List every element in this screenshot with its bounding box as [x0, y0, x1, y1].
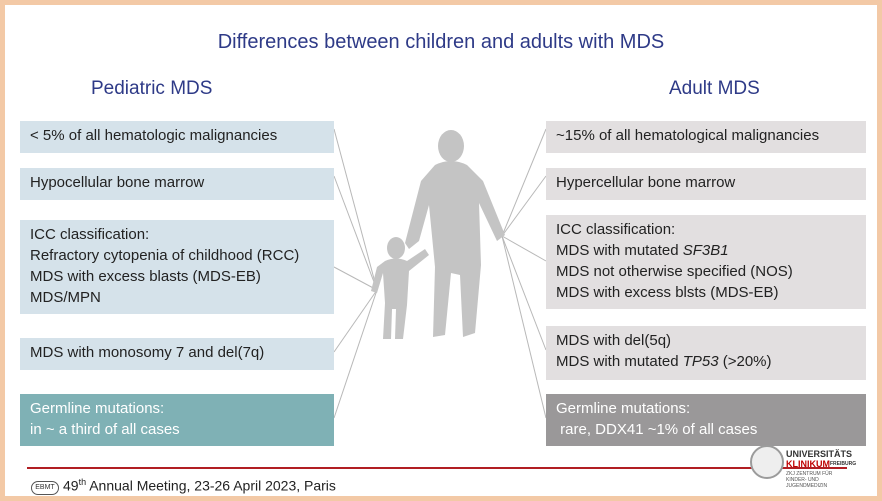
box-line: MDS with excess blsts (MDS-EB) — [556, 284, 779, 301]
connector-line — [333, 266, 378, 291]
adult-classification-box: ICC classification: MDS with mutated SF3… — [546, 215, 866, 309]
university-seal-icon — [750, 445, 784, 479]
connector-line — [501, 175, 547, 237]
pediatric-classification-box: ICC classification: Refractory cytopenia … — [20, 220, 334, 314]
pediatric-incidence-box: < 5% of all hematologic malignancies — [20, 121, 334, 153]
box-line: MDS with mutated TP53 (>20%) — [556, 351, 856, 372]
box-line: MDS not otherwise specified (NOS) — [556, 263, 793, 280]
connector-line — [501, 235, 547, 262]
adult-marrow-box: Hypercellular bone marrow — [546, 168, 866, 200]
box-line: ICC classification: — [556, 221, 676, 238]
connector-line — [333, 289, 378, 419]
box-line: Germline mutations: — [30, 400, 165, 417]
ebmt-logo: EBMT — [31, 481, 59, 495]
adult-heading: Adult MDS — [669, 78, 760, 99]
gene-name: TP53 — [682, 353, 719, 370]
box-line: Germline mutations: — [556, 400, 691, 417]
footer-ordinal-suffix: th — [78, 477, 87, 487]
box-text: MDS with mutated — [556, 353, 683, 370]
university-line1: UNIVERSITÄTS — [786, 449, 853, 459]
university-line2-small: FREIBURG — [830, 461, 857, 467]
university-name: UNIVERSITÄTS KLINIKUMFREIBURG — [786, 449, 856, 469]
box-line: ~15% of all hematological malignancies — [556, 127, 820, 144]
box-line: MDS with mutated SF3B1 — [556, 240, 856, 261]
adult-silhouette-icon — [405, 130, 505, 337]
adult-germline-box: Germline mutations: rare, DDX41 ~1% of a… — [546, 394, 866, 446]
connector-lines — [333, 128, 547, 419]
gene-name: SF3B1 — [682, 242, 729, 259]
box-line: MDS with monosomy 7 and del(7q) — [30, 344, 265, 361]
footer-ordinal: 49 — [63, 477, 79, 494]
pediatric-marrow-box: Hypocellular bone marrow — [20, 168, 334, 200]
connector-line — [333, 128, 378, 291]
box-line: MDS/MPN — [30, 289, 101, 306]
connector-line — [501, 235, 547, 419]
footer-text: Annual Meeting, 23-26 April 2023, Paris — [86, 477, 336, 494]
connector-line — [333, 175, 378, 291]
box-line: < 5% of all hematologic malignancies — [30, 127, 278, 144]
box-line: in ~ a third of all cases — [30, 421, 180, 438]
box-line: rare, DDX41 ~1% of all cases — [556, 421, 758, 438]
connector-line — [501, 128, 547, 237]
box-line: ICC classification: — [30, 226, 150, 243]
pediatric-mutation-box: MDS with monosomy 7 and del(7q) — [20, 338, 334, 370]
box-line: MDS with excess blasts (MDS-EB) — [30, 268, 261, 285]
pediatric-germline-box: Germline mutations: in ~ a third of all c… — [20, 394, 334, 446]
footer-meeting-text: 49th Annual Meeting, 23-26 April 2023, P… — [63, 477, 336, 494]
slide: Differences between children and adults … — [5, 5, 877, 496]
university-line2: KLINIKUM — [786, 459, 830, 469]
child-silhouette-icon — [371, 237, 429, 339]
university-logo: UNIVERSITÄTS KLINIKUMFREIBURG ZKJ ZENTRU… — [750, 443, 856, 493]
university-subtitle: ZKJ ZENTRUM FÜR KINDER- UND JUGENDMEDIZI… — [786, 471, 833, 489]
adult-mutation-box: MDS with del(5q) MDS with mutated TP53 (… — [546, 326, 866, 380]
footer-rule — [27, 467, 847, 469]
box-text: MDS with mutated — [556, 242, 683, 259]
connector-line — [333, 289, 378, 353]
box-text: (>20%) — [718, 353, 772, 370]
connector-line — [501, 235, 547, 351]
box-line: Hypercellular bone marrow — [556, 174, 736, 191]
box-line: MDS with del(5q) — [556, 332, 672, 349]
box-line: Hypocellular bone marrow — [30, 174, 205, 191]
box-line: Refractory cytopenia of childhood (RCC) — [30, 247, 300, 264]
slide-title: Differences between children and adults … — [217, 31, 665, 53]
adult-incidence-box: ~15% of all hematological malignancies — [546, 121, 866, 153]
pediatric-heading: Pediatric MDS — [91, 78, 213, 99]
